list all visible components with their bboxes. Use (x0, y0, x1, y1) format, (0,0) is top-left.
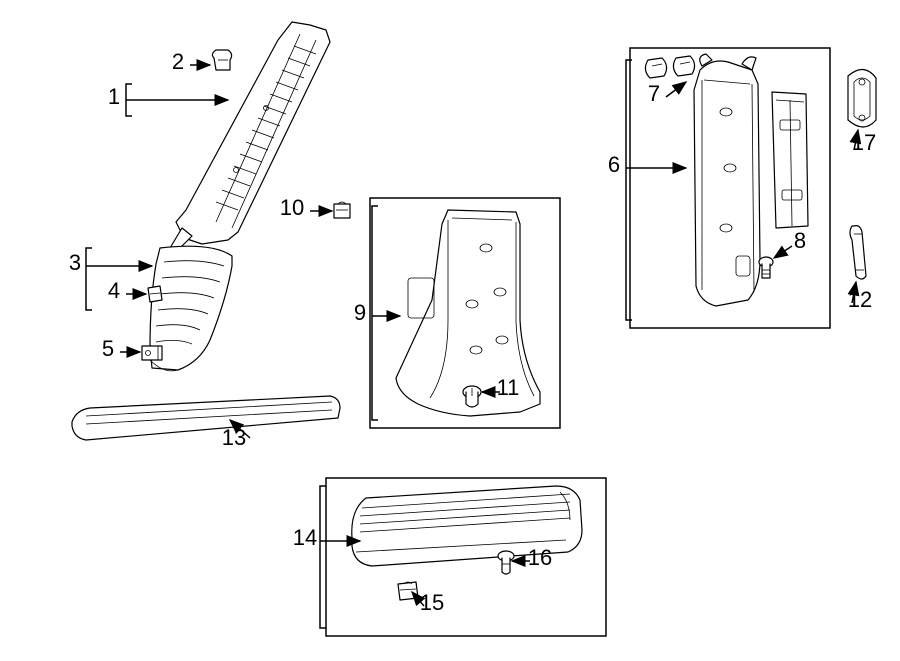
part-cap-7 (645, 56, 694, 78)
callout-10: 10 (280, 195, 304, 220)
callout-16: 16 (528, 545, 552, 570)
part-clip-4 (148, 286, 162, 302)
callout-3: 3 (69, 250, 81, 275)
callout-1: 1 (108, 84, 120, 109)
part-grab-handle (848, 69, 876, 127)
part-front-sill (72, 396, 340, 440)
callout-9: 9 (354, 300, 366, 325)
part-clip-15 (398, 582, 418, 600)
part-grommet-11 (463, 386, 481, 407)
part-bolt-8 (759, 257, 773, 278)
part-handle-spacer (850, 226, 866, 279)
part-c-pillar-trim (694, 54, 760, 306)
callout-4: 4 (108, 278, 120, 303)
callout-17: 17 (852, 130, 876, 155)
callout-8: 8 (794, 228, 806, 253)
callout-14: 14 (293, 525, 317, 550)
callout-12: 12 (848, 287, 872, 312)
part-clip-2 (212, 50, 231, 70)
callout-13: 13 (222, 425, 246, 450)
part-clip-10 (334, 202, 350, 218)
parts-diagram: 1234567891011121314151617 (0, 0, 900, 661)
callout-5: 5 (102, 336, 114, 361)
callout-6: 6 (608, 152, 620, 177)
callout-15: 15 (420, 590, 444, 615)
callout-2: 2 (172, 49, 184, 74)
part-push-pin-16 (498, 551, 514, 574)
part-a-pillar-trim (170, 22, 330, 252)
callout-7: 7 (648, 81, 660, 106)
part-bracket-5 (142, 346, 162, 360)
part-c-pillar-insert (772, 92, 808, 228)
callout-11: 11 (497, 375, 520, 400)
